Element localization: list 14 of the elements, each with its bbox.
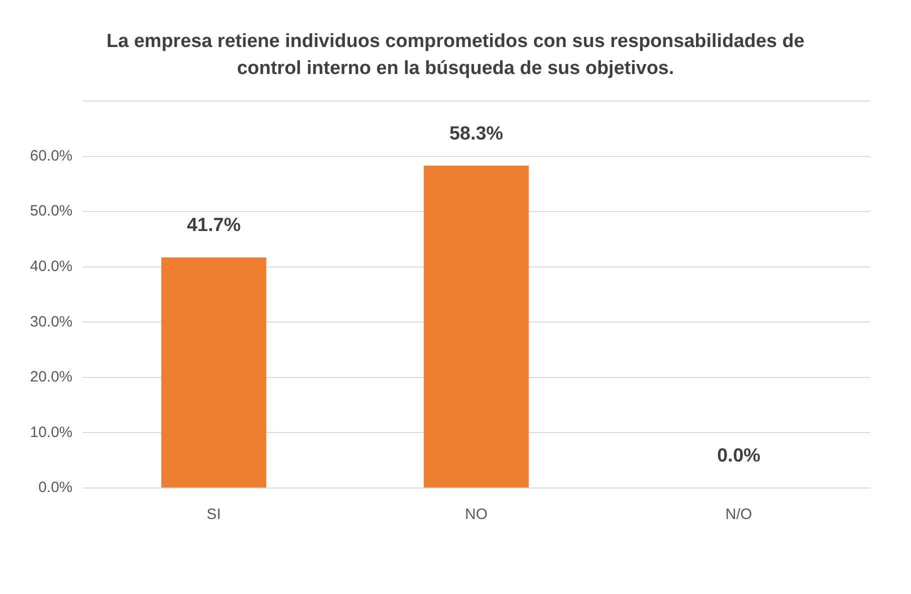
chart-title: La empresa retiene individuos comprometidos con sus responsabilidades de control interno en la búsqueda de sus objetivos. xyxy=(106,30,806,81)
y-tick-label: 10.0% xyxy=(30,424,73,441)
x-tick-label: N/O xyxy=(725,506,752,524)
y-tick-label: 30.0% xyxy=(30,313,73,330)
data-label: 0.0% xyxy=(717,446,761,467)
data-label: 41.7% xyxy=(186,215,241,236)
y-tick-label: 50.0% xyxy=(30,202,73,220)
y-tick-label: 0.0% xyxy=(38,479,73,496)
data-label: 58.3% xyxy=(449,123,504,144)
y-tick-label: 20.0% xyxy=(30,368,73,386)
y-tick-label: 60.0% xyxy=(30,147,73,164)
x-tick-label: NO xyxy=(465,506,488,524)
x-tick-label: SI xyxy=(206,506,221,524)
y-tick-label: 40.0% xyxy=(30,258,73,275)
